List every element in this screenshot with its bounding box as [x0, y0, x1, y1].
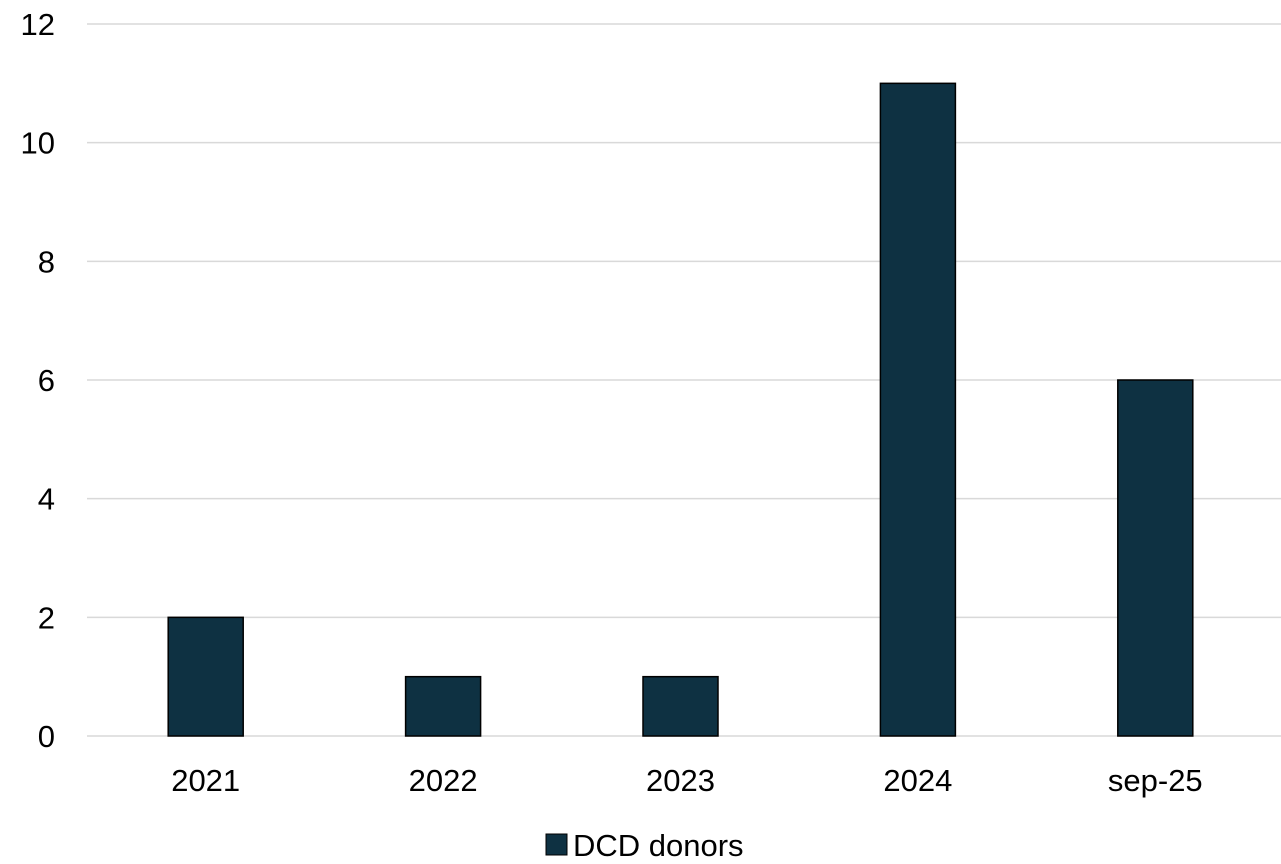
x-tick-label-2021: 2021 [171, 763, 240, 798]
y-tick-label-8: 8 [38, 244, 55, 279]
y-tick-label-4: 4 [38, 482, 55, 517]
x-tick-label-2023: 2023 [646, 763, 715, 798]
bar-2022 [404, 675, 482, 737]
bar-2021 [167, 616, 244, 737]
y-tick-label-12: 12 [21, 7, 55, 42]
y-tick-label-0: 0 [38, 719, 55, 754]
legend-swatch-dcd-donors [545, 833, 568, 856]
legend-label-dcd-donors: DCD donors [573, 828, 744, 863]
legend: DCD donors [545, 828, 744, 863]
gridlines [87, 23, 1281, 737]
bar-sep-25 [1117, 379, 1194, 737]
bar-2023 [642, 675, 719, 737]
x-tick-label-sep-25: sep-25 [1108, 763, 1203, 798]
y-tick-label-2: 2 [38, 600, 55, 635]
y-tick-label-6: 6 [38, 363, 55, 398]
x-tick-label-2022: 2022 [409, 763, 478, 798]
bar-2024 [879, 82, 957, 737]
x-axis-ticks: 2021 2022 2023 2024 sep-25 [171, 763, 1202, 798]
x-tick-label-2024: 2024 [883, 763, 952, 798]
y-axis-ticks: 0 2 4 6 8 10 12 [21, 7, 55, 754]
y-tick-label-10: 10 [21, 126, 55, 161]
bars [167, 82, 1194, 737]
